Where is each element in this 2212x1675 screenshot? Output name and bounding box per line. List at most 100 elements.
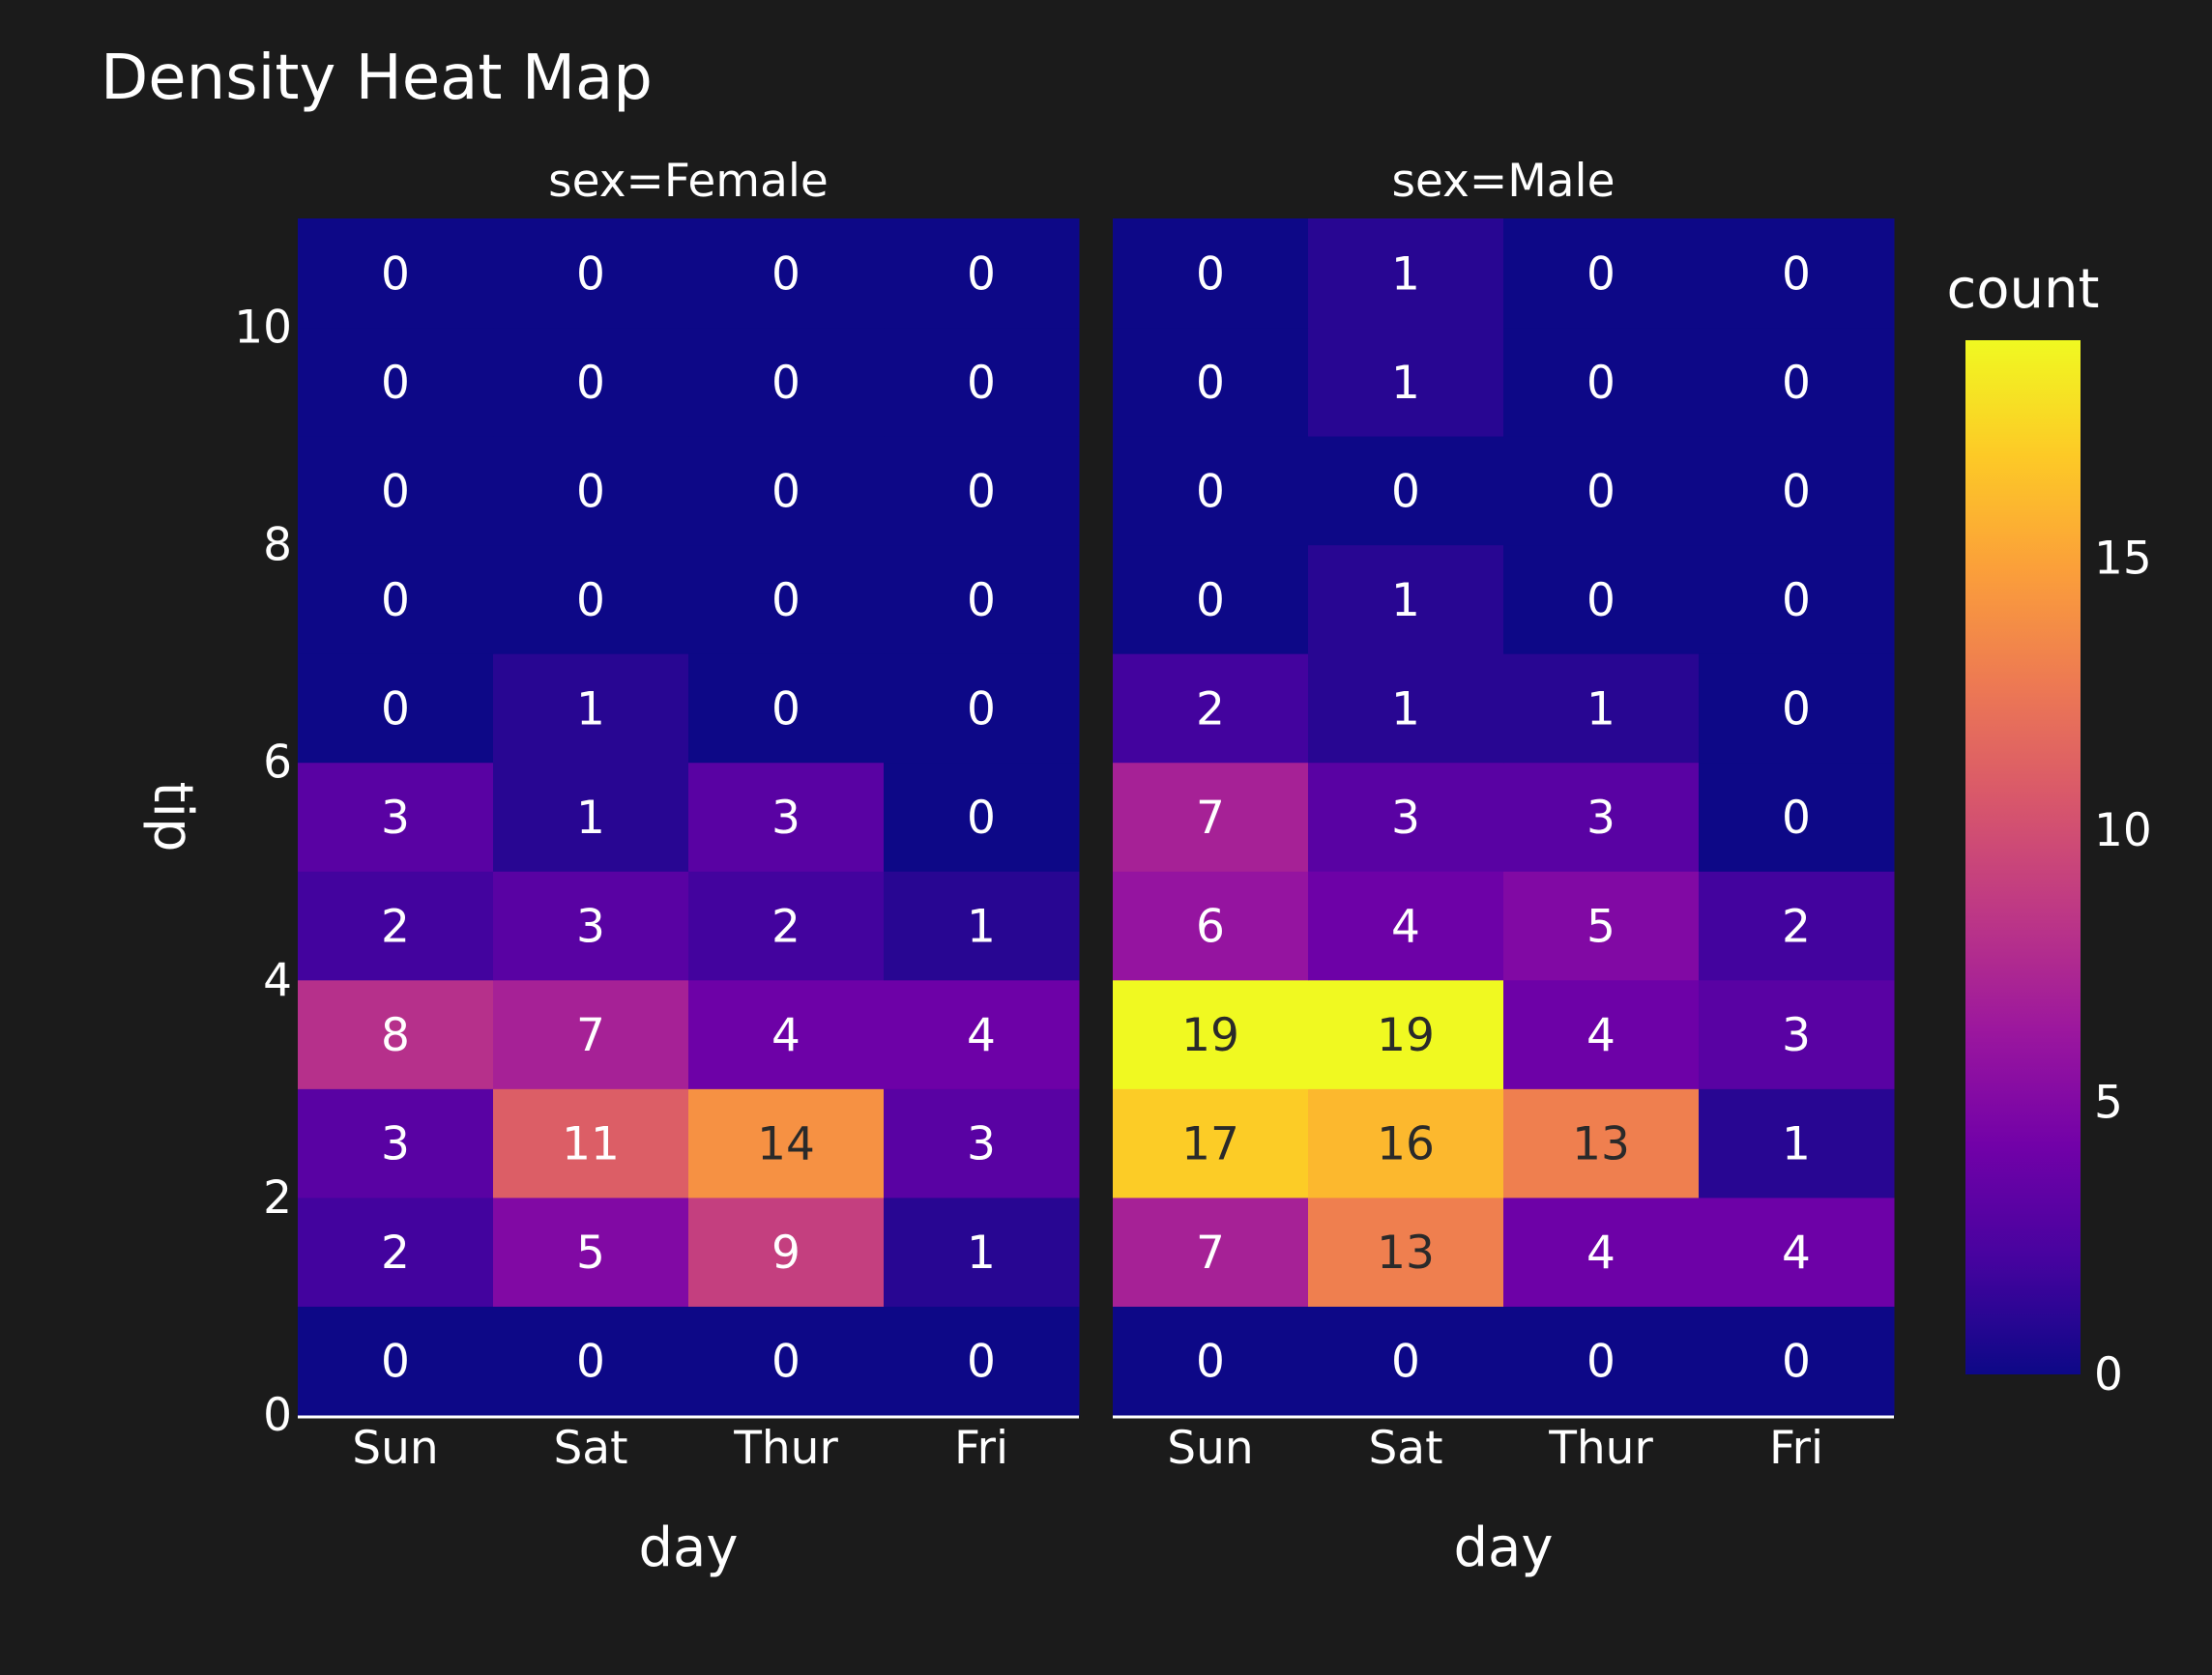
- heatmap-cell[interactable]: [1308, 1197, 1504, 1307]
- heatmap-cell[interactable]: [1308, 762, 1504, 872]
- heatmap-cell[interactable]: [1503, 436, 1700, 546]
- cell-value-label: 0: [771, 465, 800, 518]
- heatmap-cell[interactable]: [1113, 653, 1309, 764]
- heatmap-cell[interactable]: [493, 871, 689, 981]
- heatmap-cell[interactable]: [298, 327, 494, 437]
- cell-value-label: 7: [1196, 1227, 1225, 1280]
- heatmap-cell[interactable]: [1699, 1197, 1895, 1307]
- heatmap-cell[interactable]: [688, 1088, 885, 1198]
- heatmap-cell[interactable]: [1503, 979, 1700, 1089]
- heatmap-cell[interactable]: [493, 653, 689, 764]
- heatmap-cell[interactable]: [1503, 218, 1700, 329]
- heatmap-cell[interactable]: [688, 218, 885, 329]
- heatmap-cell[interactable]: [688, 1197, 885, 1307]
- heatmap-cell[interactable]: [1308, 218, 1504, 329]
- heatmap-cell[interactable]: [298, 762, 494, 872]
- colorbar-gradient: [1965, 340, 2081, 1374]
- cell-value-label: 0: [1391, 465, 1420, 518]
- heatmap-cell[interactable]: [1503, 544, 1700, 654]
- heatmap-cell[interactable]: [884, 218, 1080, 329]
- heatmap-cell[interactable]: [1113, 871, 1309, 981]
- heatmap-cell[interactable]: [1699, 218, 1895, 329]
- heatmap-cell[interactable]: [493, 544, 689, 654]
- heatmap-cell[interactable]: [884, 436, 1080, 546]
- cell-value-label: 1: [1391, 357, 1420, 410]
- heatmap-cell[interactable]: [493, 1088, 689, 1198]
- heatmap-cell[interactable]: [1699, 436, 1895, 546]
- cell-value-label: 0: [381, 1336, 410, 1389]
- heatmap-cell[interactable]: [1113, 1088, 1309, 1198]
- heatmap-cell[interactable]: [1503, 1088, 1700, 1198]
- heatmap-cell[interactable]: [298, 653, 494, 764]
- heatmap-cell[interactable]: [884, 979, 1080, 1089]
- heatmap-cell[interactable]: [884, 653, 1080, 764]
- heatmap-cell[interactable]: [1308, 653, 1504, 764]
- heatmap-cell[interactable]: [298, 436, 494, 546]
- cell-value-label: 0: [967, 574, 996, 627]
- heatmap-cell[interactable]: [1699, 979, 1895, 1089]
- heatmap-cell[interactable]: [298, 871, 494, 981]
- heatmap-cell[interactable]: [884, 871, 1080, 981]
- heatmap-cell[interactable]: [1503, 327, 1700, 437]
- heatmap-cell[interactable]: [1308, 327, 1504, 437]
- heatmap-cell[interactable]: [1113, 1306, 1309, 1416]
- heatmap-cell[interactable]: [1113, 218, 1309, 329]
- heatmap-cell[interactable]: [884, 762, 1080, 872]
- heatmap-cell[interactable]: [688, 762, 885, 872]
- heatmap-cell[interactable]: [688, 327, 885, 437]
- heatmap-cell[interactable]: [1699, 1306, 1895, 1416]
- heatmap-cell[interactable]: [298, 218, 494, 329]
- heatmap-cell[interactable]: [688, 653, 885, 764]
- heatmap-cell[interactable]: [1308, 1306, 1504, 1416]
- heatmap-cell[interactable]: [493, 1306, 689, 1416]
- heatmap-cell[interactable]: [688, 871, 885, 981]
- x-tick-label: Sat: [553, 1422, 627, 1475]
- heatmap-cell[interactable]: [1699, 653, 1895, 764]
- heatmap-cell[interactable]: [1503, 871, 1700, 981]
- heatmap-cell[interactable]: [884, 1197, 1080, 1307]
- heatmap-cell[interactable]: [493, 436, 689, 546]
- facet-label: sex=Female: [548, 155, 829, 208]
- heatmap-cell[interactable]: [1699, 1088, 1895, 1198]
- heatmap-cell[interactable]: [884, 544, 1080, 654]
- heatmap-cell[interactable]: [1113, 762, 1309, 872]
- heatmap-cell[interactable]: [1699, 762, 1895, 872]
- heatmap-cell[interactable]: [493, 979, 689, 1089]
- heatmap-cell[interactable]: [1699, 544, 1895, 654]
- heatmap-cell[interactable]: [688, 544, 885, 654]
- cell-value-label: 19: [1181, 1009, 1239, 1062]
- colorbar-title: count: [1947, 258, 2100, 321]
- heatmap-cell[interactable]: [1308, 436, 1504, 546]
- heatmap-cell[interactable]: [1503, 762, 1700, 872]
- cell-value-label: 7: [1196, 792, 1225, 845]
- heatmap-cell[interactable]: [1699, 327, 1895, 437]
- heatmap-cell[interactable]: [298, 979, 494, 1089]
- heatmap-cell[interactable]: [493, 1197, 689, 1307]
- heatmap-cell[interactable]: [1699, 871, 1895, 981]
- heatmap-cell[interactable]: [1503, 1306, 1700, 1416]
- heatmap-cell[interactable]: [884, 327, 1080, 437]
- heatmap-cell[interactable]: [1308, 871, 1504, 981]
- heatmap-cell[interactable]: [493, 218, 689, 329]
- heatmap-cell[interactable]: [884, 1088, 1080, 1198]
- heatmap-cell[interactable]: [688, 1306, 885, 1416]
- heatmap-cell[interactable]: [1113, 979, 1309, 1089]
- heatmap-cell[interactable]: [298, 1088, 494, 1198]
- heatmap-cell[interactable]: [1503, 653, 1700, 764]
- heatmap-cell[interactable]: [493, 327, 689, 437]
- heatmap-cell[interactable]: [1113, 436, 1309, 546]
- heatmap-cell[interactable]: [1113, 544, 1309, 654]
- heatmap-cell[interactable]: [1308, 1088, 1504, 1198]
- heatmap-cell[interactable]: [688, 436, 885, 546]
- heatmap-cell[interactable]: [298, 1197, 494, 1307]
- heatmap-cell[interactable]: [298, 1306, 494, 1416]
- heatmap-cell[interactable]: [298, 544, 494, 654]
- heatmap-cell[interactable]: [688, 979, 885, 1089]
- heatmap-cell[interactable]: [1113, 1197, 1309, 1307]
- heatmap-cell[interactable]: [1308, 544, 1504, 654]
- heatmap-cell[interactable]: [884, 1306, 1080, 1416]
- heatmap-cell[interactable]: [1503, 1197, 1700, 1307]
- heatmap-cell[interactable]: [1308, 979, 1504, 1089]
- heatmap-cell[interactable]: [1113, 327, 1309, 437]
- heatmap-cell[interactable]: [493, 762, 689, 872]
